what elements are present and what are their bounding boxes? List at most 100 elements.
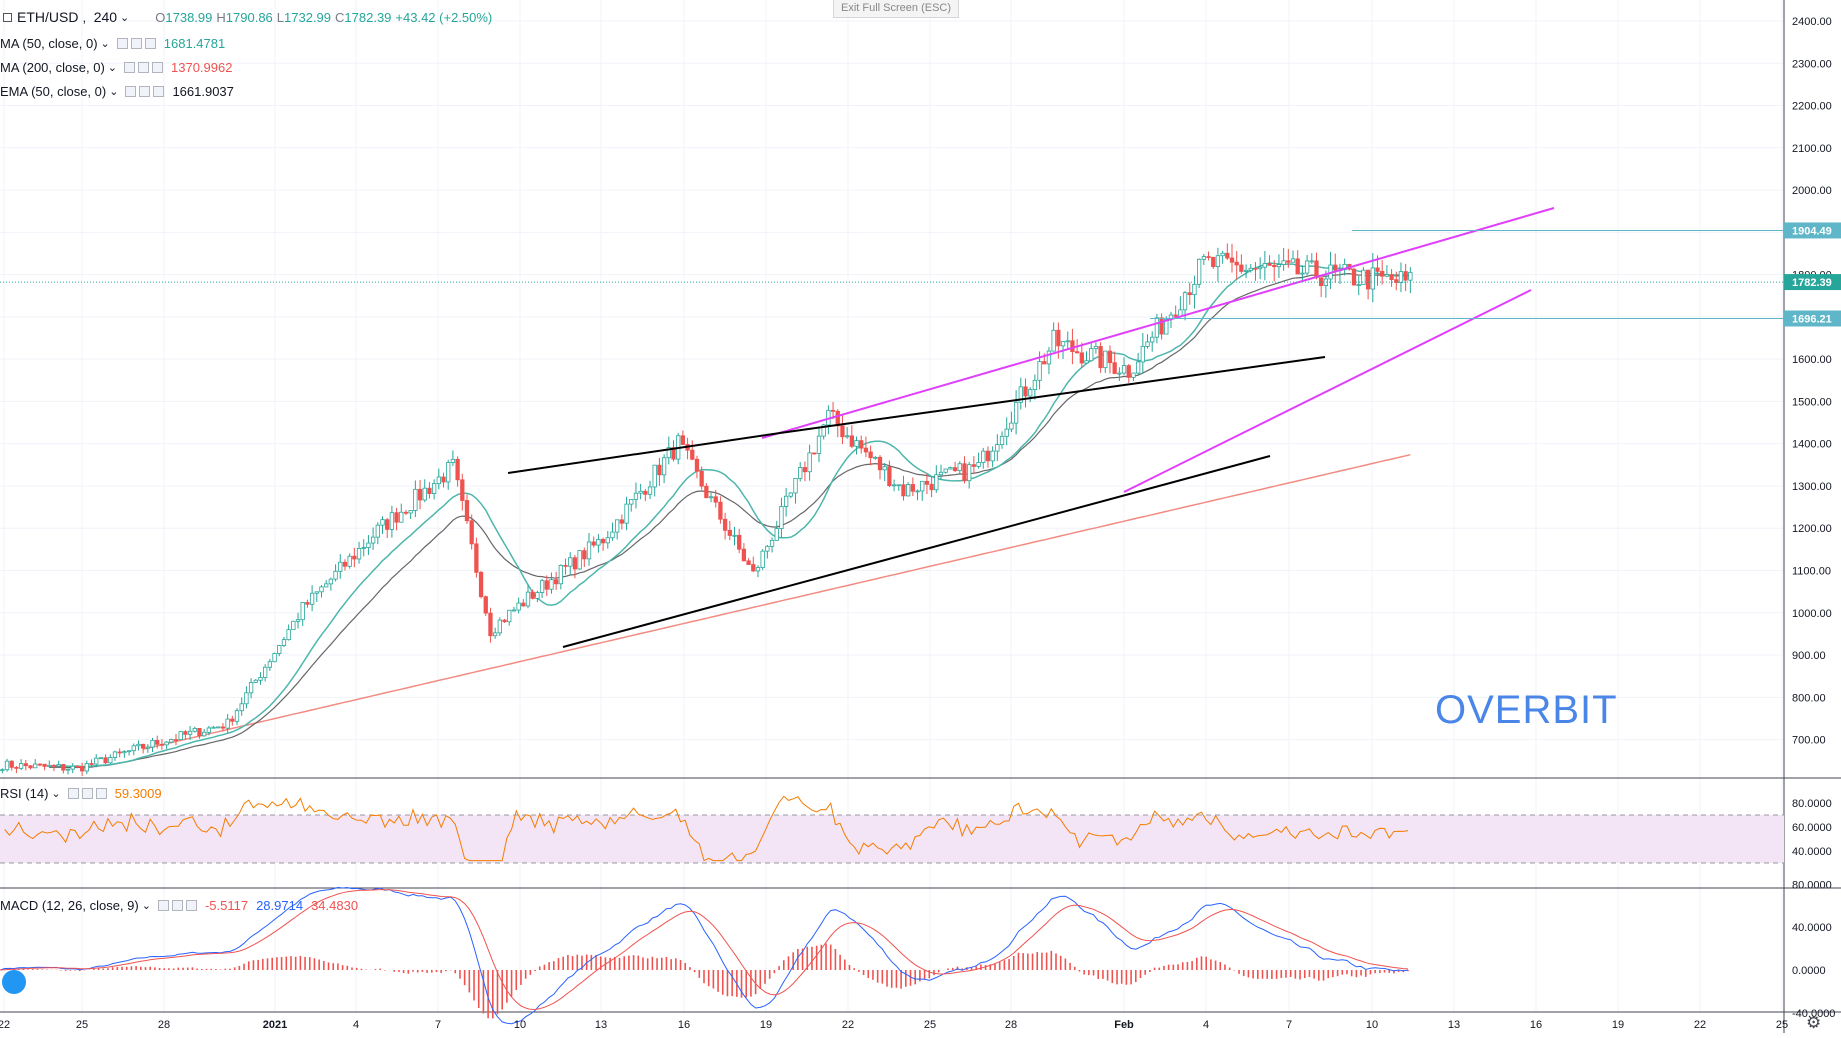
candle: [1356, 275, 1361, 296]
ma200-legend-name[interactable]: MA (200, close, 0): [0, 60, 105, 75]
candle: [431, 479, 437, 500]
candle: [732, 526, 737, 546]
price-axis[interactable]: 2400.002300.002200.002100.002000.001900.…: [1784, 16, 1841, 747]
tradingview-logo-icon[interactable]: [2, 970, 26, 994]
candles[interactable]: [0, 243, 1413, 777]
ema50-legend[interactable]: EMA (50, close, 0) ⌄ 1661.9037: [0, 84, 234, 99]
candle-body: [239, 703, 244, 712]
macd-legend[interactable]: MACD (12, 26, close, 9) ⌄ -5.5117 28.971…: [0, 898, 358, 913]
ma50-path: [49, 262, 1411, 768]
candle-body: [33, 763, 38, 769]
candle-body: [952, 467, 958, 472]
chevron-down-icon[interactable]: ⌄: [109, 86, 119, 98]
chevron-down-icon[interactable]: ⌄: [100, 38, 110, 50]
gear-icon[interactable]: [139, 86, 151, 97]
candle: [957, 461, 962, 475]
candle-body: [403, 511, 409, 514]
rsi-legend[interactable]: RSI (14) ⌄ 59.3009: [0, 786, 162, 801]
candle-body: [1356, 284, 1361, 287]
candle-body: [957, 463, 962, 472]
candle-body: [1173, 314, 1178, 317]
candle-body: [577, 550, 582, 570]
candle: [1211, 256, 1216, 269]
candle: [751, 556, 756, 572]
low-label: L: [276, 9, 285, 25]
candle: [33, 759, 38, 769]
ema50-path: [49, 272, 1411, 769]
chevron-down-icon[interactable]: ⌄: [120, 11, 130, 24]
chevron-down-icon[interactable]: ⌄: [51, 788, 61, 800]
candle-body: [812, 452, 817, 455]
candle-body: [328, 578, 334, 585]
exit-fullscreen-button[interactable]: Exit Full Screen (ESC): [833, 0, 959, 18]
price-tag-upper: 1904.49: [1792, 225, 1832, 237]
eye-icon[interactable]: [157, 900, 169, 911]
candle-body: [1056, 329, 1061, 347]
candle-body: [610, 531, 615, 539]
ma50-legend[interactable]: MA (50, close, 0) ⌄ 1681.4781: [0, 36, 225, 51]
settings-gear-icon[interactable]: ⚙: [1806, 1013, 1822, 1032]
candle: [1121, 357, 1127, 375]
candle-body: [244, 692, 249, 705]
candle: [28, 765, 33, 770]
rsi-legend-name[interactable]: RSI (14): [0, 786, 49, 801]
eye-icon[interactable]: [67, 788, 79, 799]
candle-body: [65, 768, 71, 771]
candle-body: [42, 763, 47, 767]
candle: [131, 743, 136, 756]
candle-body: [699, 470, 704, 487]
chevron-down-icon[interactable]: ⌄: [141, 900, 151, 912]
candle: [802, 461, 808, 482]
gear-icon[interactable]: [171, 900, 183, 911]
candle: [967, 461, 972, 489]
ma50-legend-name[interactable]: MA (50, close, 0): [0, 36, 98, 51]
close-icon[interactable]: [152, 62, 163, 73]
candle: [117, 748, 122, 758]
candle: [554, 571, 559, 590]
candle: [399, 503, 404, 523]
candle-body: [4, 760, 10, 771]
candle-body: [263, 666, 268, 678]
ma200-legend[interactable]: MA (200, close, 0) ⌄ 1370.9962: [0, 60, 232, 75]
candle: [295, 612, 301, 629]
close-icon[interactable]: [144, 38, 156, 49]
eye-icon[interactable]: [124, 62, 135, 73]
interval[interactable]: 240: [93, 9, 118, 25]
rsi-legend-value: 59.3009: [114, 786, 162, 801]
channel-upper-line: [761, 207, 1555, 439]
symbol-name[interactable]: ETH/USD: [17, 9, 79, 25]
candle-body: [619, 519, 625, 524]
candle: [286, 624, 291, 641]
candle: [830, 401, 836, 420]
candle-body: [164, 741, 169, 746]
candle: [952, 461, 958, 473]
candle-body: [558, 564, 564, 585]
eye-icon[interactable]: [125, 86, 137, 97]
drawings[interactable]: [0, 207, 1784, 648]
candle-body: [943, 468, 948, 473]
time-axis[interactable]: 22 25 28 2021 4 7 10 13 16 19 22 25 28 Feb 4 7 10 13 16 19 2…: [0, 1019, 1788, 1031]
candle: [1173, 305, 1178, 317]
candle: [446, 459, 451, 490]
time-tick-label: 7: [435, 1019, 441, 1031]
candle: [352, 547, 357, 568]
chevron-down-icon[interactable]: ⌄: [107, 62, 117, 74]
candle: [1206, 251, 1211, 261]
gear-icon[interactable]: [138, 62, 149, 73]
candle: [1079, 342, 1084, 368]
macd-legend-name[interactable]: MACD (12, 26, close, 9): [0, 898, 139, 913]
gear-icon[interactable]: [81, 788, 93, 799]
candle: [1262, 250, 1268, 281]
ema50-legend-name[interactable]: EMA (50, close, 0): [0, 84, 107, 99]
candle-body: [18, 763, 24, 769]
gear-icon[interactable]: [130, 38, 142, 49]
close-icon[interactable]: [153, 86, 165, 97]
close-icon[interactable]: [185, 900, 197, 911]
candle: [722, 512, 728, 540]
eye-icon[interactable]: [116, 38, 128, 49]
candle-body: [352, 555, 357, 560]
close-icon[interactable]: [95, 788, 107, 799]
legend-collapse-icon[interactable]: [3, 12, 12, 22]
